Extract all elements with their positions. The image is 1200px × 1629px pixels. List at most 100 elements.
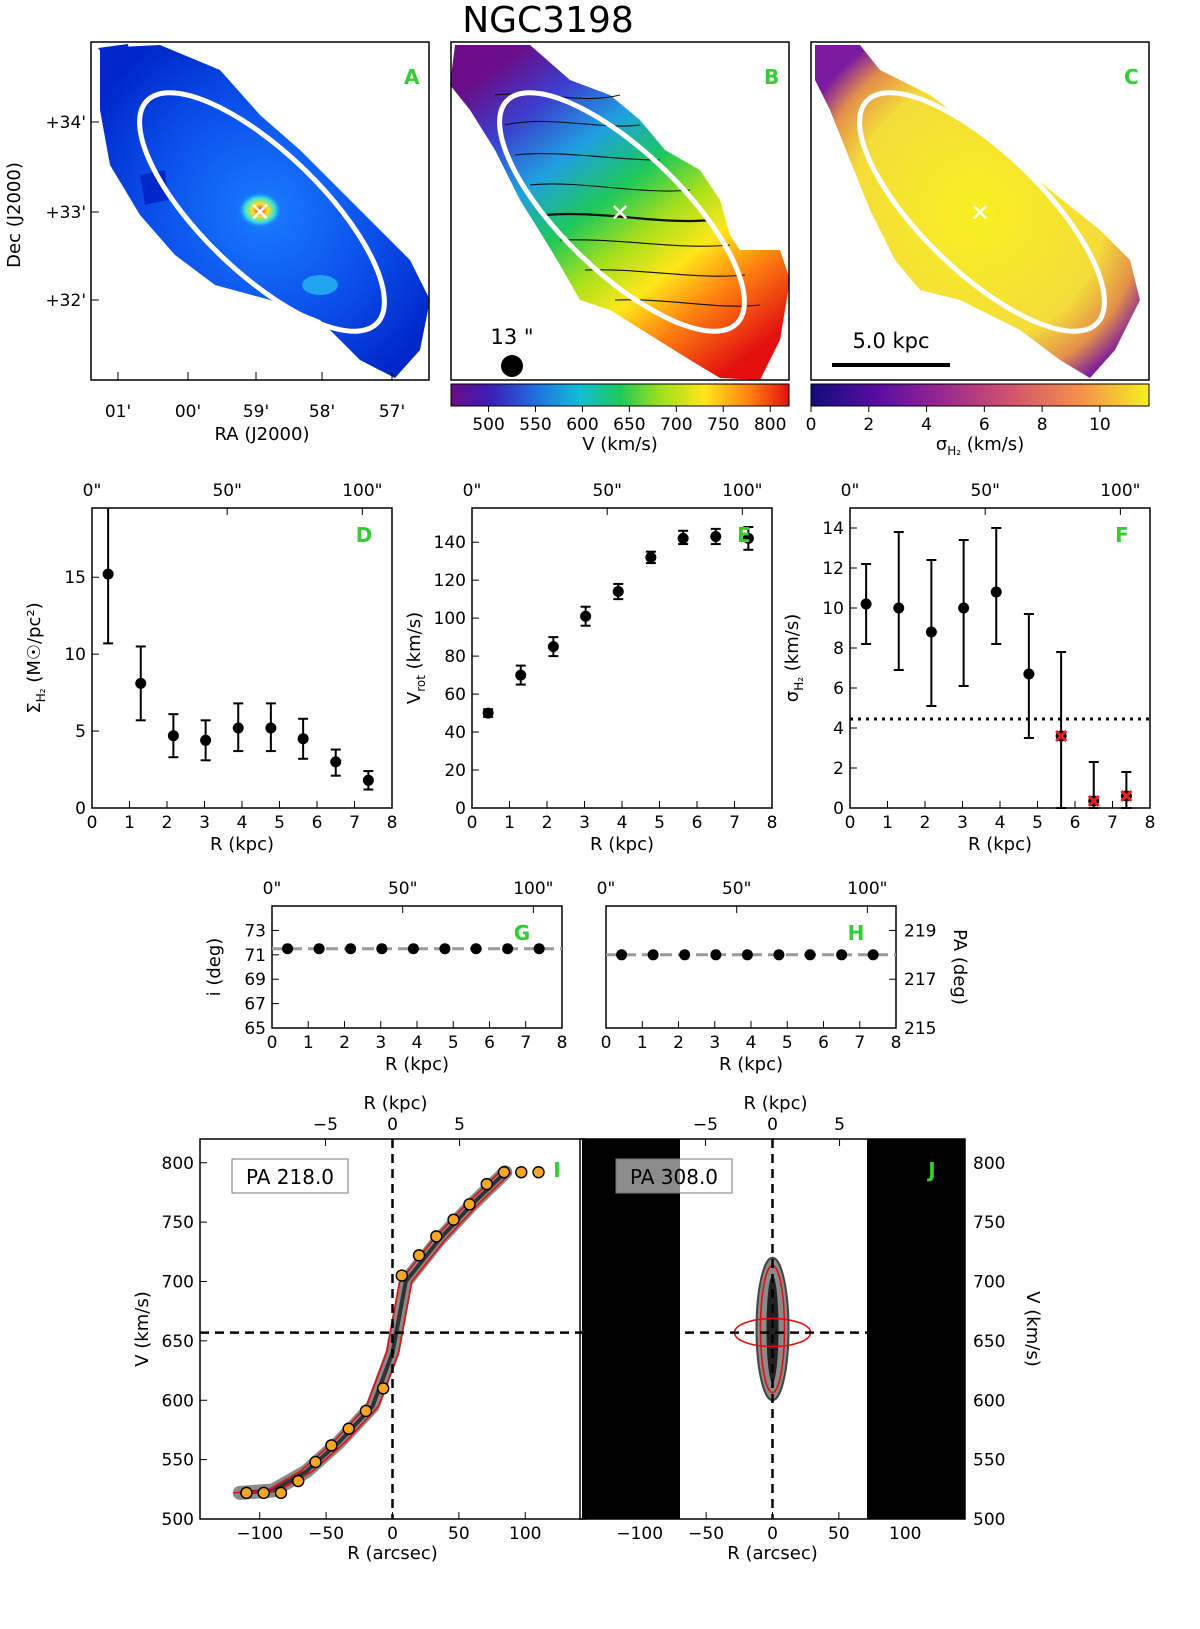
data-point bbox=[167, 730, 179, 742]
pv-ylabel: V (km/s) bbox=[132, 1291, 153, 1366]
panel-c-letter: C bbox=[1124, 65, 1139, 89]
pv-pa-label-box bbox=[231, 1158, 349, 1194]
map-c-colorbar bbox=[810, 383, 1150, 407]
pv-top-tick-label: −5 bbox=[313, 1115, 338, 1135]
panel-i: PA 218.0−100 −50 0 50 100−5 0 5500550600650700… bbox=[132, 1093, 680, 1564]
xtick-label: 3 bbox=[199, 813, 210, 833]
xtick-label: 2 bbox=[162, 813, 173, 833]
data-point bbox=[265, 722, 277, 734]
map-a-emission bbox=[98, 44, 430, 378]
data-point bbox=[647, 949, 659, 961]
data-point bbox=[679, 949, 691, 961]
data-point bbox=[135, 677, 147, 689]
map-a-ytick-label: +32' bbox=[45, 291, 86, 311]
panel-letter: F bbox=[1115, 523, 1129, 547]
data-point bbox=[482, 707, 494, 719]
pv-ytick-label: 750 bbox=[162, 1213, 194, 1233]
pv-top-tick-label: 5 bbox=[834, 1115, 845, 1135]
pv-xtick-label: −100 bbox=[236, 1524, 283, 1544]
top-tick-label: 50" bbox=[722, 879, 751, 899]
data-point bbox=[958, 602, 970, 614]
data-point bbox=[297, 733, 309, 745]
ytick-label: 0 bbox=[833, 799, 844, 819]
xtick-label: 4 bbox=[617, 813, 628, 833]
xlabel: R (kpc) bbox=[590, 834, 654, 855]
pv-ytick-label: 500 bbox=[973, 1510, 1005, 1530]
map-b-cbtick-label: 500 bbox=[472, 415, 504, 435]
xtick-label: 5 bbox=[274, 813, 285, 833]
pv-ytick-label: 800 bbox=[973, 1154, 1005, 1174]
ytick-label: 2 bbox=[833, 759, 844, 779]
pv-rotation-point bbox=[325, 1439, 338, 1452]
map-a-fit-ellipse bbox=[137, 90, 387, 334]
data-point bbox=[547, 641, 559, 653]
pv-rotation-point bbox=[395, 1269, 408, 1282]
ytick-label: 40 bbox=[444, 723, 466, 743]
xtick-label: 8 bbox=[557, 1033, 568, 1053]
pv-pa-label: PA 308.0 bbox=[630, 1165, 718, 1189]
map-b-cbtick-label: 750 bbox=[707, 415, 739, 435]
ytick-label: 10 bbox=[64, 645, 86, 665]
map-a-ylabel: Dec (J2000) bbox=[4, 162, 25, 268]
xtick-label: 3 bbox=[957, 813, 968, 833]
map-b-beam-label: 13 " bbox=[490, 325, 533, 349]
xtick-label: 1 bbox=[637, 1033, 648, 1053]
ylabel-main: V bbox=[404, 691, 425, 704]
pv-rotation-point bbox=[377, 1382, 390, 1395]
panel-letter: D bbox=[356, 523, 373, 547]
xtick-label: 0 bbox=[267, 1033, 278, 1053]
top-tick-label: 0" bbox=[463, 481, 482, 501]
panel-b-velocity-map: ✕ 13 " B 500 550 600 650 700 750 800 V (km/s) bbox=[450, 41, 790, 455]
panel-e: 0 1 2 3 4 5 6 7 8 0" 50" 100" 0 20 40 60 80 100 120 140 R (k… bbox=[404, 481, 777, 855]
xtick-label: 4 bbox=[237, 813, 248, 833]
panel-j: PA 308.0−100 −50 0 50 100−5 0 5500550600650700… bbox=[579, 1093, 1043, 1564]
xtick-label: 4 bbox=[995, 813, 1006, 833]
pv-rotation-point bbox=[240, 1486, 253, 1500]
top-tick-label: 100" bbox=[847, 879, 887, 899]
map-a-xtick-label: 58' bbox=[309, 402, 335, 422]
pv-xtick-label: 50 bbox=[828, 1524, 850, 1544]
pv-rotation-point bbox=[532, 1166, 545, 1179]
pv-xtick-label: 100 bbox=[509, 1524, 541, 1544]
xtick-label: 8 bbox=[891, 1033, 902, 1053]
map-c-colorbar-ticks: 0 2 4 6 8 10 bbox=[806, 406, 1111, 435]
data-point bbox=[612, 586, 624, 598]
map-b-cbtick-label: 800 bbox=[754, 415, 786, 435]
data-point bbox=[836, 949, 848, 961]
pv-xtick-label: 0 bbox=[767, 1524, 778, 1544]
pv-xtick-label: −50 bbox=[308, 1524, 344, 1544]
map-a-xtick-label: 59' bbox=[243, 402, 269, 422]
data-point bbox=[470, 943, 482, 955]
data-point bbox=[677, 532, 689, 544]
flagged-point-x bbox=[1120, 789, 1133, 803]
xtick-label: 0 bbox=[845, 813, 856, 833]
panel-letter: E bbox=[737, 523, 751, 547]
xtick-label: 3 bbox=[375, 1033, 386, 1053]
ytick-label: 69 bbox=[244, 970, 266, 990]
ylabel-main: σ bbox=[782, 691, 803, 702]
ytick-label: 10 bbox=[822, 599, 844, 619]
pv-ytick-label: 650 bbox=[162, 1332, 194, 1352]
data-point bbox=[710, 949, 722, 961]
pv-rotation-point bbox=[430, 1230, 443, 1243]
ytick-label: 12 bbox=[822, 559, 844, 579]
data-point bbox=[741, 949, 753, 961]
data-point bbox=[439, 943, 451, 955]
xtick-label: 7 bbox=[729, 813, 740, 833]
data-point bbox=[867, 949, 879, 961]
pv-rotation-point bbox=[309, 1455, 322, 1469]
map-b-frame bbox=[450, 41, 790, 381]
xtick-label: 1 bbox=[303, 1033, 314, 1053]
ytick-label: 120 bbox=[434, 571, 466, 591]
data-point bbox=[616, 949, 628, 961]
ylabel: i (deg) bbox=[204, 938, 225, 997]
top-tick-label: 0" bbox=[263, 879, 282, 899]
xtick-label: 8 bbox=[767, 813, 778, 833]
data-point bbox=[990, 586, 1002, 598]
pv-xtick-label: −50 bbox=[688, 1524, 724, 1544]
ytick-label: 80 bbox=[444, 647, 466, 667]
data-point bbox=[313, 943, 325, 955]
xtick-label: 0 bbox=[87, 813, 98, 833]
panel-letter: G bbox=[514, 921, 530, 945]
